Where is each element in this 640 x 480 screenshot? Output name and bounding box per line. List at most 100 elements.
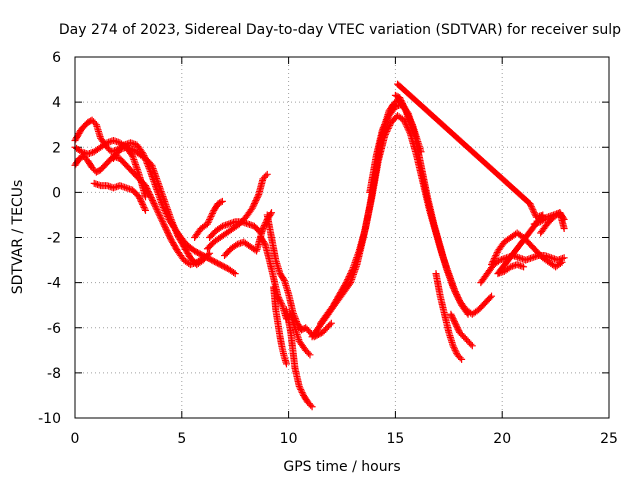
x-axis-label: GPS time / hours	[283, 459, 400, 475]
data-point-interp	[403, 109, 411, 117]
y-tick-label: 0	[52, 185, 61, 201]
data-point-interp	[398, 98, 406, 106]
data-point-interp	[208, 211, 216, 219]
data-point-interp	[382, 118, 390, 126]
data-point	[451, 319, 459, 327]
data-point	[231, 270, 239, 278]
data-point-interp	[492, 252, 500, 260]
data-point-interp	[253, 194, 261, 202]
data-point	[520, 263, 528, 271]
data-point-interp	[169, 220, 177, 228]
data-point-interp	[399, 101, 407, 109]
data-point-interp	[505, 264, 513, 272]
data-point-interp	[153, 206, 161, 214]
data-point-interp	[451, 288, 459, 296]
data-point-interp	[166, 233, 174, 241]
data-point	[417, 148, 425, 156]
y-tick-label: -2	[47, 231, 61, 247]
data-point	[449, 342, 457, 350]
data-point-interp	[293, 318, 301, 326]
data-point-interp	[467, 340, 475, 348]
data-point-interp	[154, 207, 162, 215]
data-point-interp	[452, 348, 460, 356]
data-point-interp	[379, 124, 387, 132]
data-point-interp	[528, 204, 536, 212]
data-point-interp	[399, 100, 407, 108]
data-point-interp	[326, 321, 334, 329]
x-tick-labels: 0 5 10 15 20 25	[71, 431, 618, 447]
data-point	[161, 222, 169, 230]
data-point-interp	[204, 218, 212, 226]
data-point-interp	[527, 203, 535, 211]
data-point	[248, 204, 256, 212]
data-point-interp	[401, 118, 409, 126]
data-point-interp	[401, 106, 409, 114]
data-point-interp	[151, 203, 159, 211]
data-point-interp	[208, 209, 216, 217]
data-point-interp	[383, 116, 391, 124]
data-point-interp	[140, 203, 148, 211]
data-point-interp	[151, 201, 159, 209]
x-tick-label: 20	[493, 431, 511, 447]
data-point-interp	[396, 95, 404, 103]
data-point	[295, 382, 303, 390]
data-point	[148, 195, 156, 203]
y-tick-label: -10	[38, 411, 61, 427]
data-point-interp	[556, 259, 564, 267]
data-point-interp	[491, 253, 499, 261]
y-tick-label: 6	[52, 50, 61, 66]
data-point	[289, 308, 297, 316]
data-point-interp	[230, 268, 238, 276]
data-point-interp	[206, 215, 214, 223]
data-point-interp	[307, 401, 315, 409]
y-tick-labels: -10 -8 -6 -4 -2 0 2 4 6	[38, 50, 61, 427]
data-point-interp	[252, 197, 260, 205]
data-point-interp	[164, 230, 172, 238]
y-tick-label: 4	[52, 95, 61, 111]
data-point	[308, 403, 316, 411]
data-point-interp	[172, 228, 180, 236]
data-point-interp	[345, 273, 353, 281]
data-point-interp	[136, 194, 144, 202]
data-point-interp	[490, 256, 498, 264]
data-point-interp	[450, 345, 458, 353]
data-point-interp	[152, 204, 160, 212]
data-point-interp	[101, 140, 109, 148]
data-point-interp	[171, 225, 179, 233]
data-point-interp	[448, 312, 456, 320]
data-point	[263, 170, 271, 178]
data-point-interp	[452, 321, 460, 329]
data-point-interp	[168, 219, 176, 227]
data-point	[135, 193, 143, 201]
data-point-interp	[450, 285, 458, 293]
data-point-interp	[170, 223, 178, 231]
data-point-interp	[162, 225, 170, 233]
data-point-interp	[137, 196, 145, 204]
data-point	[306, 351, 314, 359]
data-point-interp	[343, 277, 351, 285]
data-point-interp	[139, 202, 147, 210]
data-point-interp	[381, 119, 389, 127]
data-point	[560, 224, 568, 232]
data-point-interp	[250, 201, 258, 209]
data-points	[71, 80, 568, 411]
data-point-interp	[530, 209, 538, 217]
data-point-interp	[384, 115, 392, 123]
data-point	[327, 319, 335, 327]
x-tick-label: 25	[600, 431, 618, 447]
data-point	[379, 125, 387, 133]
data-point-interp	[163, 227, 171, 235]
data-point-interp	[297, 385, 305, 393]
data-point-interp	[450, 343, 458, 351]
data-point-interp	[156, 213, 164, 221]
data-point	[488, 261, 496, 269]
data-point-interp	[217, 223, 225, 231]
data-point	[141, 206, 149, 214]
data-point-interp	[291, 314, 299, 322]
data-point	[218, 197, 226, 205]
data-point-interp	[450, 318, 458, 326]
data-point-interp	[275, 294, 283, 302]
data-point	[488, 292, 496, 300]
data-point-interp	[527, 201, 535, 209]
